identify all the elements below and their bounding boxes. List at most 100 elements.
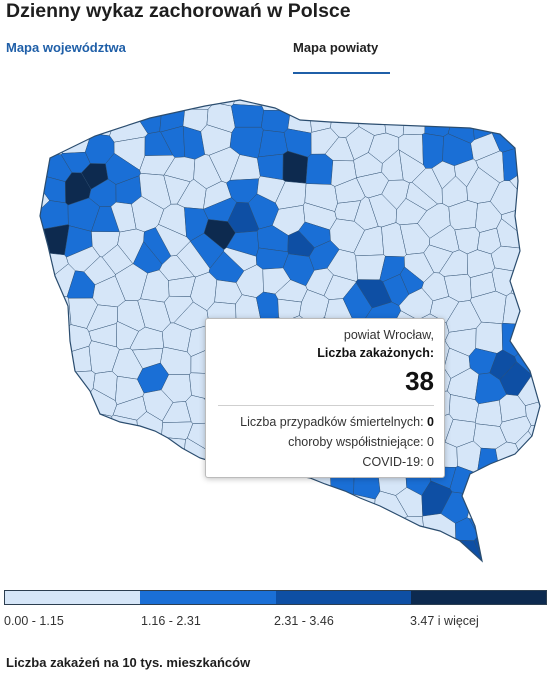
county-region[interactable] xyxy=(361,86,405,106)
county-region[interactable] xyxy=(318,534,357,581)
county-region[interactable] xyxy=(427,538,458,581)
county-region[interactable] xyxy=(252,534,281,581)
county-region[interactable] xyxy=(0,296,41,356)
county-region[interactable] xyxy=(42,509,67,543)
county-region[interactable] xyxy=(0,409,43,452)
county-region[interactable] xyxy=(516,514,550,544)
county-region[interactable] xyxy=(203,538,227,581)
county-region[interactable] xyxy=(157,493,182,516)
county-region[interactable] xyxy=(83,507,112,537)
county-region[interactable] xyxy=(502,148,526,181)
county-region[interactable] xyxy=(180,516,215,545)
county-region[interactable] xyxy=(68,102,95,131)
county-region[interactable] xyxy=(224,534,257,581)
county-region[interactable] xyxy=(490,530,518,581)
county-region[interactable] xyxy=(0,138,41,199)
county-region[interactable] xyxy=(340,535,386,581)
county-region[interactable] xyxy=(0,512,44,542)
county-region[interactable] xyxy=(38,369,69,393)
county-region[interactable] xyxy=(88,436,123,470)
county-region[interactable] xyxy=(109,86,146,113)
county-region[interactable] xyxy=(497,538,550,581)
county-region[interactable] xyxy=(180,490,209,524)
county-region[interactable] xyxy=(300,494,334,515)
county-region[interactable] xyxy=(487,105,518,131)
county-region[interactable] xyxy=(0,251,47,278)
county-region[interactable] xyxy=(330,498,361,529)
county-region[interactable] xyxy=(373,543,411,581)
county-region[interactable] xyxy=(174,462,209,493)
county-region[interactable] xyxy=(475,399,503,427)
county-region[interactable] xyxy=(6,445,44,473)
tab-mapa-powiaty[interactable]: Mapa powiaty xyxy=(293,40,379,55)
county-region[interactable] xyxy=(257,153,284,181)
county-region[interactable] xyxy=(38,101,71,128)
county-region[interactable] xyxy=(94,490,122,526)
county-region[interactable] xyxy=(519,484,550,515)
county-region[interactable] xyxy=(31,470,63,494)
county-region[interactable] xyxy=(201,486,228,520)
county-region[interactable] xyxy=(38,445,63,474)
county-region[interactable] xyxy=(279,481,306,511)
county-region[interactable] xyxy=(515,127,550,159)
county-region[interactable] xyxy=(64,86,101,108)
county-region[interactable] xyxy=(15,86,75,105)
county-region[interactable] xyxy=(0,356,38,411)
county-region[interactable] xyxy=(0,448,36,505)
county-region[interactable] xyxy=(111,445,142,477)
county-region[interactable] xyxy=(89,86,117,110)
county-region[interactable] xyxy=(298,535,342,581)
county-region[interactable] xyxy=(466,493,499,521)
county-region[interactable] xyxy=(130,518,162,549)
county-region[interactable] xyxy=(305,86,337,113)
county-region[interactable] xyxy=(132,439,168,473)
county-region[interactable] xyxy=(355,504,387,539)
county-region[interactable] xyxy=(41,294,72,327)
county-region[interactable] xyxy=(34,414,64,447)
county-region[interactable] xyxy=(403,86,427,107)
county-region[interactable] xyxy=(55,442,90,465)
county-region[interactable] xyxy=(40,224,70,256)
county-region[interactable] xyxy=(40,492,67,518)
county-region[interactable] xyxy=(52,419,88,449)
county-region[interactable] xyxy=(0,271,51,303)
county-region[interactable] xyxy=(305,153,334,185)
county-region[interactable] xyxy=(64,396,95,426)
county-region[interactable] xyxy=(64,345,92,373)
county-region[interactable] xyxy=(231,104,264,128)
county-region[interactable] xyxy=(107,542,146,581)
county-region[interactable] xyxy=(287,102,312,134)
county-region[interactable] xyxy=(277,509,306,541)
county-region[interactable] xyxy=(514,99,550,130)
county-region[interactable] xyxy=(115,491,143,522)
county-region[interactable] xyxy=(510,273,550,302)
county-region[interactable] xyxy=(84,465,115,498)
county-region[interactable] xyxy=(161,536,192,581)
county-region[interactable] xyxy=(0,391,50,424)
county-region[interactable] xyxy=(0,197,39,234)
county-region[interactable] xyxy=(261,86,290,111)
county-region[interactable] xyxy=(78,412,113,446)
county-region[interactable] xyxy=(493,508,520,539)
county-region[interactable] xyxy=(82,535,115,581)
county-region[interactable] xyxy=(356,86,387,112)
county-region[interactable] xyxy=(497,492,526,518)
county-region[interactable] xyxy=(4,125,50,161)
county-region[interactable] xyxy=(154,86,202,106)
county-region[interactable] xyxy=(0,292,47,334)
county-region[interactable] xyxy=(39,389,71,421)
county-region[interactable] xyxy=(40,539,79,581)
county-region[interactable] xyxy=(475,86,509,113)
county-region[interactable] xyxy=(137,539,167,581)
county-region[interactable] xyxy=(258,129,288,158)
county-region[interactable] xyxy=(164,467,193,503)
county-region[interactable] xyxy=(225,485,254,518)
county-region[interactable] xyxy=(256,510,280,538)
county-region[interactable] xyxy=(298,508,329,537)
county-region[interactable] xyxy=(500,468,525,496)
county-region[interactable] xyxy=(423,86,447,107)
county-region[interactable] xyxy=(0,103,45,143)
county-region[interactable] xyxy=(40,350,70,374)
county-region[interactable] xyxy=(516,321,550,348)
county-region[interactable] xyxy=(456,539,493,581)
